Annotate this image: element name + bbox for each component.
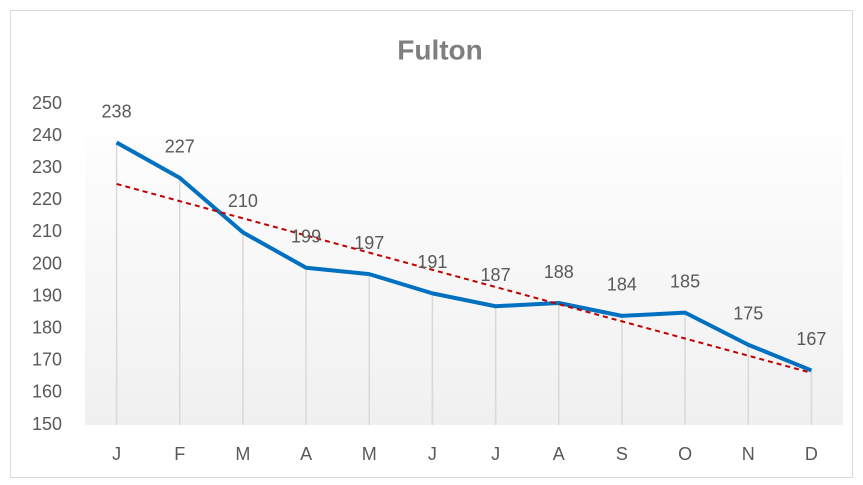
series-line bbox=[115, 140, 813, 373]
y-tick-label: 220 bbox=[32, 189, 62, 209]
data-label: 167 bbox=[796, 329, 826, 349]
y-tick-label: 170 bbox=[32, 350, 62, 370]
data-label: 184 bbox=[607, 275, 637, 295]
y-tick-label: 150 bbox=[32, 414, 62, 434]
y-tick-label: 200 bbox=[32, 253, 62, 273]
data-label: 238 bbox=[102, 101, 132, 121]
x-tick-label: M bbox=[235, 444, 250, 464]
trendline bbox=[116, 182, 812, 374]
data-label: 197 bbox=[354, 233, 384, 253]
y-tick-label: 230 bbox=[32, 157, 62, 177]
data-label: 227 bbox=[165, 137, 195, 157]
x-tick-label: J bbox=[112, 444, 121, 464]
x-tick-label: O bbox=[678, 444, 692, 464]
data-label: 191 bbox=[417, 252, 447, 272]
plot-area bbox=[85, 104, 843, 425]
data-label: 188 bbox=[544, 262, 574, 282]
x-tick-label: M bbox=[362, 444, 377, 464]
data-label: 187 bbox=[481, 265, 511, 285]
x-tick-label: N bbox=[742, 444, 755, 464]
y-tick-label: 210 bbox=[32, 221, 62, 241]
data-label: 210 bbox=[228, 191, 258, 211]
y-tick-label: 240 bbox=[32, 125, 62, 145]
y-tick-label: 160 bbox=[32, 382, 62, 402]
data-label: 199 bbox=[291, 226, 321, 246]
x-tick-label: A bbox=[553, 444, 565, 464]
y-tick-label: 180 bbox=[32, 317, 62, 337]
chart-title: Fulton bbox=[397, 34, 483, 65]
x-tick-label: J bbox=[491, 444, 500, 464]
x-tick-label: J bbox=[428, 444, 437, 464]
y-tick-label: 250 bbox=[32, 93, 62, 113]
x-tick-label: S bbox=[616, 444, 628, 464]
data-label: 185 bbox=[670, 271, 700, 291]
x-tick-label: A bbox=[300, 444, 312, 464]
x-tick-label: F bbox=[174, 444, 185, 464]
data-label: 175 bbox=[733, 304, 763, 324]
x-tick-label: D bbox=[805, 444, 818, 464]
y-tick-label: 190 bbox=[32, 285, 62, 305]
